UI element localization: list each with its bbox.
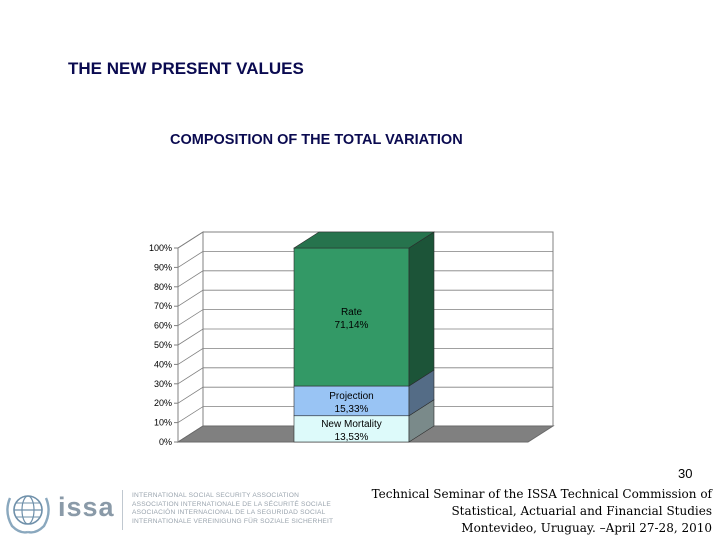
gridline [177,347,553,365]
data-label: 15,33% [335,404,369,415]
y-tick-label: 90% [154,262,172,272]
page-number: 30 [678,466,693,481]
gridline [177,367,553,385]
data-label: 13,53% [335,432,369,443]
chart-title: COMPOSITION OF THE TOTAL VARIATION [170,132,463,148]
y-tick-label: 30% [154,379,172,389]
logo-line: INTERNATIONAL SOCIAL SECURITY ASSOCIATIO… [132,492,300,499]
gridline [177,270,553,288]
footer-line: Montevideo, Uruguay. –April 27-28, 2010 [461,521,712,535]
gridline [177,250,553,268]
y-tick-label: 100% [149,243,172,253]
globe-wreath-icon [6,495,50,534]
segment-name-label: New Mortality [321,419,382,430]
gridline [177,231,553,249]
issa-logo: issa INTERNATIONAL SOCIAL SECURITY ASSOC… [0,484,333,536]
bar-segment-rate [293,247,410,387]
logo-line: ASSOCIATION INTERNATIONALE DE LA SÉCURIT… [132,500,331,508]
gridline [177,289,553,307]
logo-wordmark: issa [58,492,115,522]
y-tick-label: 0% [159,437,172,447]
data-label: 71,14% [335,320,369,331]
gridline [177,328,553,346]
y-tick-label: 20% [154,398,172,408]
footer-line: Statistical, Actuarial and Financial Stu… [451,504,712,518]
logo-association-names: INTERNATIONAL SOCIAL SECURITY ASSOCIATIO… [132,492,333,526]
slide-heading: THE NEW PRESENT VALUES [68,59,304,78]
y-tick-label: 60% [154,321,172,331]
y-tick-label: 70% [154,301,172,311]
logo-separator [122,490,123,530]
segment-name-label: Rate [341,307,363,318]
bar-segment-new-mortality [293,415,410,443]
bar-top-face [292,231,436,249]
segment-name-label: Projection [329,391,373,402]
y-tick-label: 10% [154,418,172,428]
stacked-bar-chart: 0% 10% 20% 30% 40% 50% 60% 70% 80% 90% 100% New Mor… [149,231,555,447]
y-tick-label: 50% [154,340,172,350]
gridline [177,406,553,423]
gridline [177,386,553,404]
logo-line: ASOCIACIÓN INTERNACIONAL DE LA SEGURIDAD… [132,509,326,517]
gridline [177,309,553,326]
footer-line: Technical Seminar of the ISSA Technical … [371,487,712,501]
logo-line: INTERNATIONALE VEREINIGUNG FÜR SOZIALE S… [132,517,334,525]
y-tick-label: 80% [154,282,172,292]
bar-segment-side [408,231,435,387]
seminar-footer: Technical Seminar of the ISSA Technical … [372,486,712,537]
y-tick-label: 40% [154,359,172,369]
